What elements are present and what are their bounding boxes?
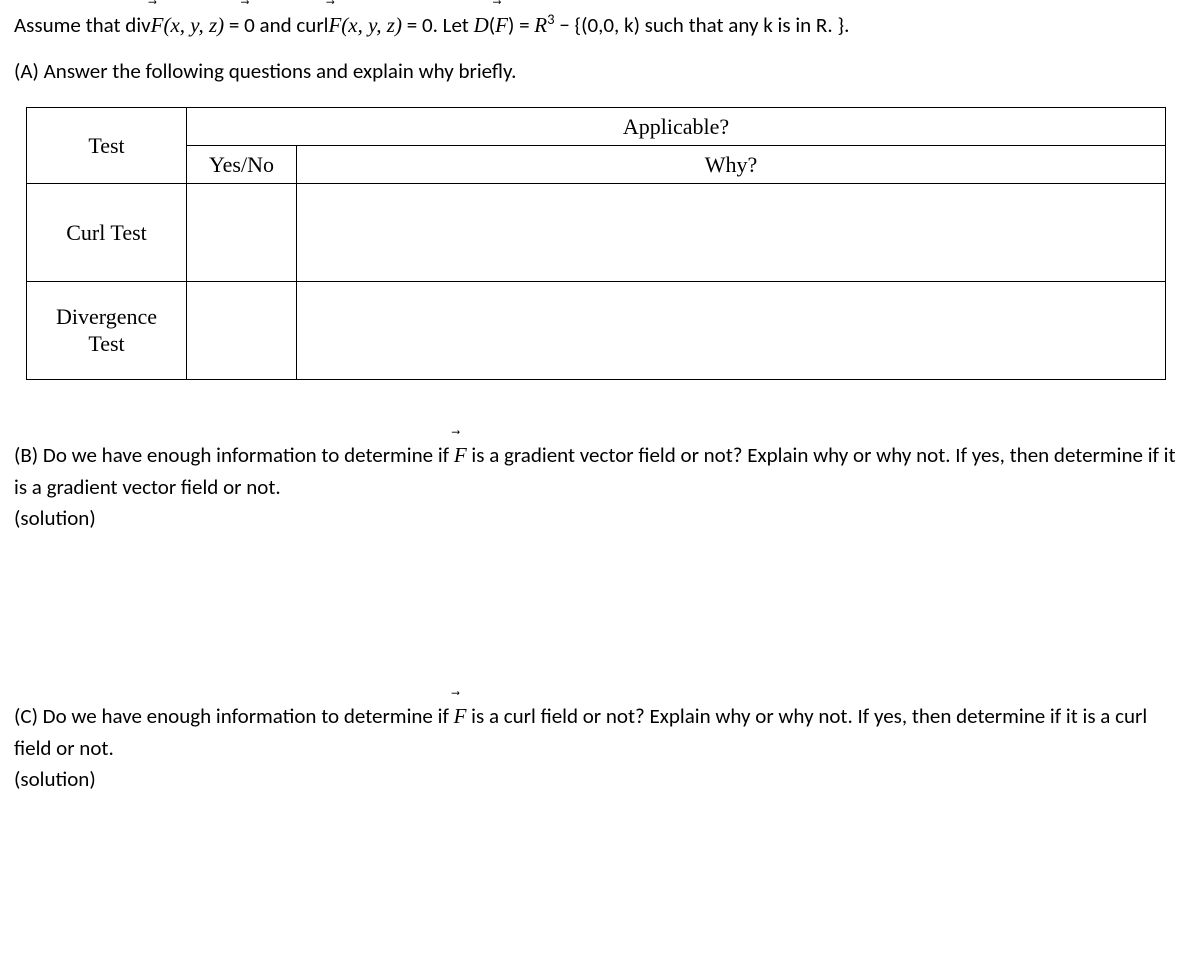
cell-why-curl[interactable] — [297, 184, 1166, 282]
table-row: DivergenceTest — [27, 282, 1166, 380]
answer-table: Test Applicable? Yes/No Why? Curl Test D… — [26, 107, 1166, 380]
intro-assumption: Assume that div⃗F(x, y, z) = ⃗0 and curl… — [14, 8, 1186, 42]
intro-prefix: Assume that div — [14, 12, 151, 38]
part-c-pre: (C) Do we have enough information to det… — [14, 703, 454, 729]
minus-set: − {(0,0, k) such that any k is in R. }. — [555, 12, 850, 38]
solution-label-c: (solution) — [14, 766, 1186, 792]
row-name-curl: Curl Test — [27, 184, 187, 282]
args2: (x, y, z) — [341, 13, 402, 37]
solution-label-b: (solution) — [14, 505, 1186, 531]
table-header-row-2: Yes/No Why? — [27, 146, 1166, 184]
header-yesno: Yes/No — [187, 146, 297, 184]
vec-arrow-icon: ⃗ — [328, 0, 341, 18]
header-applicable: Applicable? — [187, 108, 1166, 146]
D-sym: D — [474, 13, 489, 37]
vec-arrow-icon: ⃗ — [495, 0, 508, 18]
part-b-prompt: (B) Do we have enough information to det… — [14, 440, 1186, 503]
cell-yn-div[interactable] — [187, 282, 297, 380]
table-header-row-1: Test Applicable? — [27, 108, 1166, 146]
vec-arrow-icon: ⃗ — [454, 691, 467, 709]
part-b-pre: (B) Do we have enough information to det… — [14, 442, 454, 468]
intro-mid1: and curl — [255, 12, 329, 38]
header-why: Why? — [297, 146, 1166, 184]
eq1: = — [229, 12, 244, 38]
args1: (x, y, z) — [163, 13, 224, 37]
part-a-prompt: (A) Answer the following questions and e… — [14, 56, 1186, 88]
eqzero: = 0. Let — [402, 12, 474, 38]
cell-why-div[interactable] — [297, 282, 1166, 380]
row-name-div: DivergenceTest — [27, 282, 187, 380]
eqR3: = R3 — [514, 12, 554, 38]
part-c-prompt: (C) Do we have enough information to det… — [14, 701, 1186, 764]
table-row: Curl Test — [27, 184, 1166, 282]
vec-arrow-icon: ⃗ — [151, 0, 164, 18]
vec-arrow-icon: ⃗ — [454, 430, 467, 448]
vec-arrow-icon: ⃗ — [244, 0, 255, 18]
cell-yn-curl[interactable] — [187, 184, 297, 282]
header-test: Test — [27, 108, 187, 184]
